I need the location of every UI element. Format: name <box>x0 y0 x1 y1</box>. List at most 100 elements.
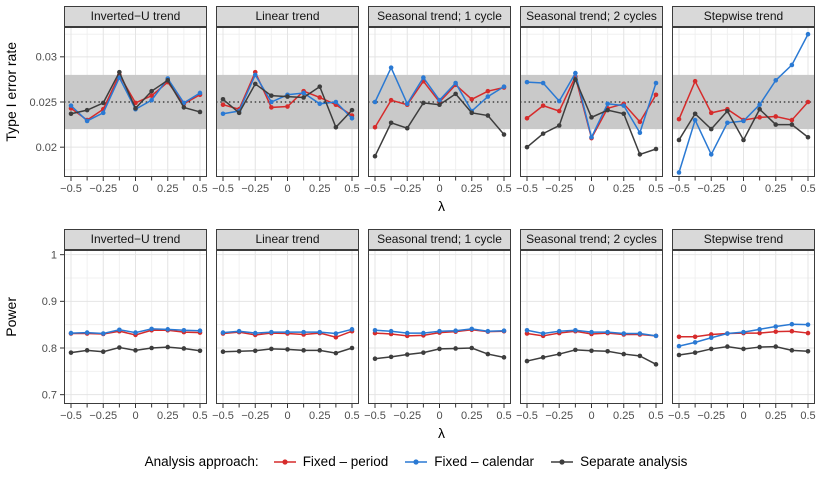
x-axis-title-2: λ <box>438 425 445 441</box>
x-tick-label: −0.5 <box>668 410 690 422</box>
y-axis-title-power: Power <box>3 296 19 337</box>
x-tick-label: −0.25 <box>393 183 421 195</box>
x-tick-label: −0.5 <box>364 183 386 195</box>
x-tick-label: −0.25 <box>697 410 725 422</box>
panel-linear-trend: Linear trend −0.5 −0.25 0 0.25 0.5 <box>212 6 360 199</box>
facet-strip: Seasonal trend; 2 cycles <box>520 229 663 250</box>
panel-seasonal-trend-2-cycles: Seasonal trend; 2 cycles −0.5 −0.25 0 0.25 0.… <box>516 229 664 426</box>
x-tick-label: 0.25 <box>461 410 482 422</box>
x-tick-label: −0.5 <box>516 183 538 195</box>
x-tick-label: 0.25 <box>765 183 786 195</box>
x-tick-label: −0.25 <box>393 410 421 422</box>
x-tick-label: 0 <box>284 410 290 422</box>
x-tick-label: −0.5 <box>668 183 690 195</box>
series-fixed-calendar <box>68 326 203 336</box>
plot-area: −0.5 −0.25 0 0.25 0.5 <box>516 27 664 195</box>
y-axis-ticks-2: 0.7 0.8 0.9 1 <box>42 249 64 401</box>
plot-area: −0.5 −0.25 0 0.25 0.5 <box>212 250 360 422</box>
series-separate <box>524 77 659 157</box>
x-tick-label: 0 <box>588 183 594 195</box>
facet-strip: Seasonal trend; 2 cycles <box>520 6 663 27</box>
y-axis-ticks-1: 0.02 0.025 0.03 <box>29 52 64 154</box>
x-tick-label: 0 <box>436 183 442 195</box>
legend-key-fixed-period-icon <box>273 458 296 465</box>
facet-strip: Stepwise trend <box>672 6 815 27</box>
x-tick-label: 0.5 <box>496 183 511 195</box>
y-axis-title-col-2: Power <box>2 229 20 404</box>
power-row: Power 0.7 0.8 0.9 1 Inverted−U trend −0.5 −0.… <box>2 229 830 426</box>
series-separate <box>372 91 507 159</box>
series-fixed-calendar <box>220 327 355 336</box>
plot-area: −0.5 −0.25 0 0.25 0.5 <box>364 250 512 422</box>
x-tick-label: 0.5 <box>192 410 207 422</box>
series-separate <box>372 345 507 362</box>
x-axis-title-1: λ <box>438 198 445 214</box>
x-tick-label: −0.5 <box>364 410 386 422</box>
plot-area: −0.5 −0.25 0 0.25 0.5 <box>60 27 208 195</box>
x-tick-label: 0 <box>436 410 442 422</box>
x-tick-label: −0.5 <box>60 183 82 195</box>
facet-strip: Inverted−U trend <box>64 229 207 250</box>
x-tick-label: 0.25 <box>157 410 178 422</box>
panel-stepwise-trend: Stepwise trend −0.5 −0.25 0 0.25 0.5 <box>668 6 816 199</box>
facet-strip: Stepwise trend <box>672 229 815 250</box>
legend-key-separate-icon <box>551 458 574 465</box>
x-tick-label: 0 <box>740 183 746 195</box>
series-fixed-calendar <box>524 70 659 140</box>
x-tick-label: −0.5 <box>212 410 234 422</box>
facet-strip: Linear trend <box>216 229 359 250</box>
panels-row-2: Inverted−U trend −0.5 −0.25 0 0.25 0.5 Linear … <box>60 229 816 426</box>
x-tick-label: 0.25 <box>461 183 482 195</box>
panel-seasonal-trend-1-cycle: Seasonal trend; 1 cycle −0.5 −0.25 0 0.25 0.5 <box>364 6 512 199</box>
plot-area: −0.5 −0.25 0 0.25 0.5 <box>364 27 512 195</box>
y-axis-1: 0.02 0.025 0.03 <box>20 6 64 199</box>
facet-strip: Seasonal trend; 1 cycle <box>368 229 511 250</box>
y-tick-label: 0.8 <box>42 343 57 355</box>
plot-area: −0.5 −0.25 0 0.25 0.5 <box>60 250 208 422</box>
x-tick-label: 0.25 <box>765 410 786 422</box>
type1-error-row: Type I error rate 0.02 0.025 0.03 Inverted… <box>2 6 830 199</box>
x-tick-label: 0.5 <box>192 183 207 195</box>
x-tick-label: −0.25 <box>89 183 117 195</box>
x-tick-label: 0.5 <box>648 183 663 195</box>
x-tick-label: −0.25 <box>545 183 573 195</box>
series-fixed-calendar <box>372 65 507 114</box>
x-tick-label: −0.5 <box>60 410 82 422</box>
panel-seasonal-trend-1-cycle: Seasonal trend; 1 cycle −0.5 −0.25 0 0.25 0.5 <box>364 229 512 426</box>
y-tick-label: 0.7 <box>42 389 57 401</box>
y-tick-label: 0.02 <box>36 142 57 154</box>
y-tick-label: 1 <box>51 249 57 261</box>
x-tick-label: 0 <box>284 183 290 195</box>
x-tick-label: 0.5 <box>648 410 663 422</box>
x-tick-label: 0.25 <box>157 183 178 195</box>
x-tick-label: 0 <box>588 410 594 422</box>
series-fixed-calendar <box>676 321 811 349</box>
x-tick-label: −0.25 <box>241 183 269 195</box>
series-fixed-calendar <box>524 327 659 339</box>
legend-items: Fixed – period Fixed – calendar Separate a… <box>273 454 687 469</box>
legend-item-fixed-calendar: Fixed – calendar <box>404 454 534 469</box>
legend-key-fixed-calendar-icon <box>405 458 428 465</box>
x-tick-label: 0.5 <box>800 183 815 195</box>
series-fixed-calendar <box>676 31 811 175</box>
legend: Analysis approach: Fixed – period Fixed –… <box>2 454 830 469</box>
x-tick-label: 0 <box>740 410 746 422</box>
panel-linear-trend: Linear trend −0.5 −0.25 0 0.25 0.5 <box>212 229 360 426</box>
x-tick-label: 0.25 <box>309 410 330 422</box>
x-tick-label: 0 <box>132 183 138 195</box>
series-separate <box>524 347 659 367</box>
x-tick-label: 0.25 <box>613 183 634 195</box>
x-tick-label: −0.5 <box>212 183 234 195</box>
plot-area: −0.5 −0.25 0 0.25 0.5 <box>516 250 664 422</box>
legend-title: Analysis approach: <box>144 454 259 469</box>
panel-stepwise-trend: Stepwise trend −0.5 −0.25 0 0.25 0.5 <box>668 229 816 426</box>
series-separate <box>68 344 203 355</box>
series-separate <box>676 106 811 143</box>
x-tick-label: −0.25 <box>241 410 269 422</box>
y-axis-title-col-1: Type I error rate <box>2 6 20 177</box>
x-tick-label: −0.25 <box>545 410 573 422</box>
facet-strip: Linear trend <box>216 6 359 27</box>
panel-inverted-u-trend: Inverted−U trend −0.5 −0.25 0 0.25 0.5 <box>60 6 208 199</box>
panel-inverted-u-trend: Inverted−U trend −0.5 −0.25 0 0.25 0.5 <box>60 229 208 426</box>
